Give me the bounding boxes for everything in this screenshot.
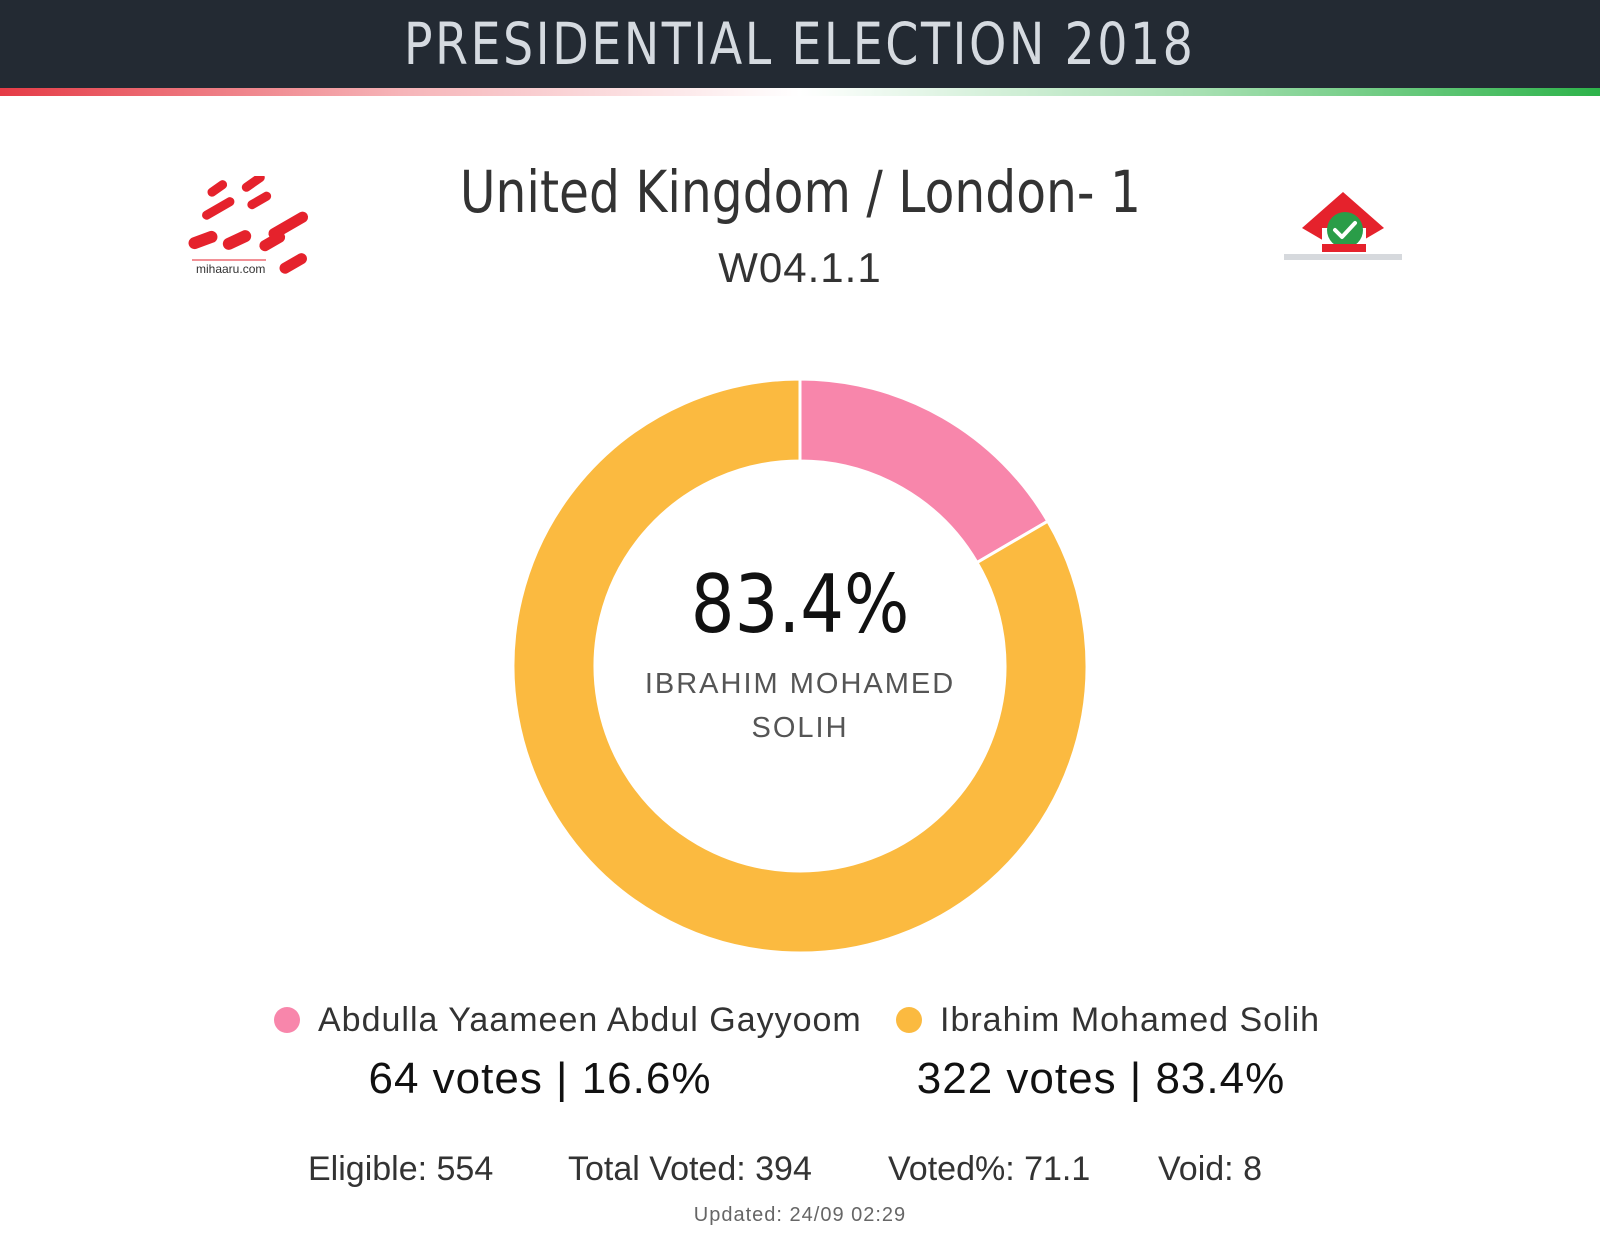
flag-stripe	[0, 88, 1600, 96]
legend-item-yaameen: Abdulla Yaameen Abdul Gayyoom 64 votes |…	[274, 998, 861, 1104]
leading-percentage: 83.4%	[690, 558, 910, 651]
candidate-name: Abdulla Yaameen Abdul Gayyoom	[318, 1000, 862, 1039]
donut-slice-1	[511, 377, 1089, 955]
updated-timestamp: Updated: 24/09 02:29	[693, 1204, 907, 1226]
stat-voted-percent: Voted%: 71.1	[888, 1150, 1091, 1188]
results-donut-chart	[511, 377, 1089, 955]
top-banner: PRESIDENTIAL ELECTION 2018	[0, 0, 1600, 88]
ballot-box-code: W04.1.1	[718, 244, 882, 291]
leading-candidate-name: IBRAHIM MOHAMED SOLIH	[644, 668, 956, 744]
legend-swatch	[274, 1007, 300, 1033]
constituency-title: United Kingdom / London- 1	[459, 158, 1141, 226]
stat-eligible: Eligible: 554	[308, 1150, 494, 1188]
ballot-check-icon	[1284, 192, 1402, 260]
donut-slice-0	[798, 377, 1050, 565]
logo-caption: mihaaru.com	[196, 262, 266, 276]
banner-title: PRESIDENTIAL ELECTION 2018	[404, 10, 1196, 78]
legend-item-solih: Ibrahim Mohamed Solih 322 votes | 83.4%	[896, 998, 1416, 1104]
candidate-name: Ibrahim Mohamed Solih	[940, 1000, 1321, 1039]
turnout-stats: Eligible: 554 Total Voted: 394 Voted%: 7…	[0, 1150, 1600, 1198]
mihaaru-logo	[188, 176, 309, 274]
legend-swatch	[896, 1007, 922, 1033]
candidate-result: 322 votes | 83.4%	[916, 1054, 1286, 1103]
candidate-result: 64 votes | 16.6%	[368, 1054, 712, 1103]
stat-void: Void: 8	[1158, 1150, 1262, 1188]
stat-total-voted: Total Voted: 394	[568, 1150, 812, 1188]
